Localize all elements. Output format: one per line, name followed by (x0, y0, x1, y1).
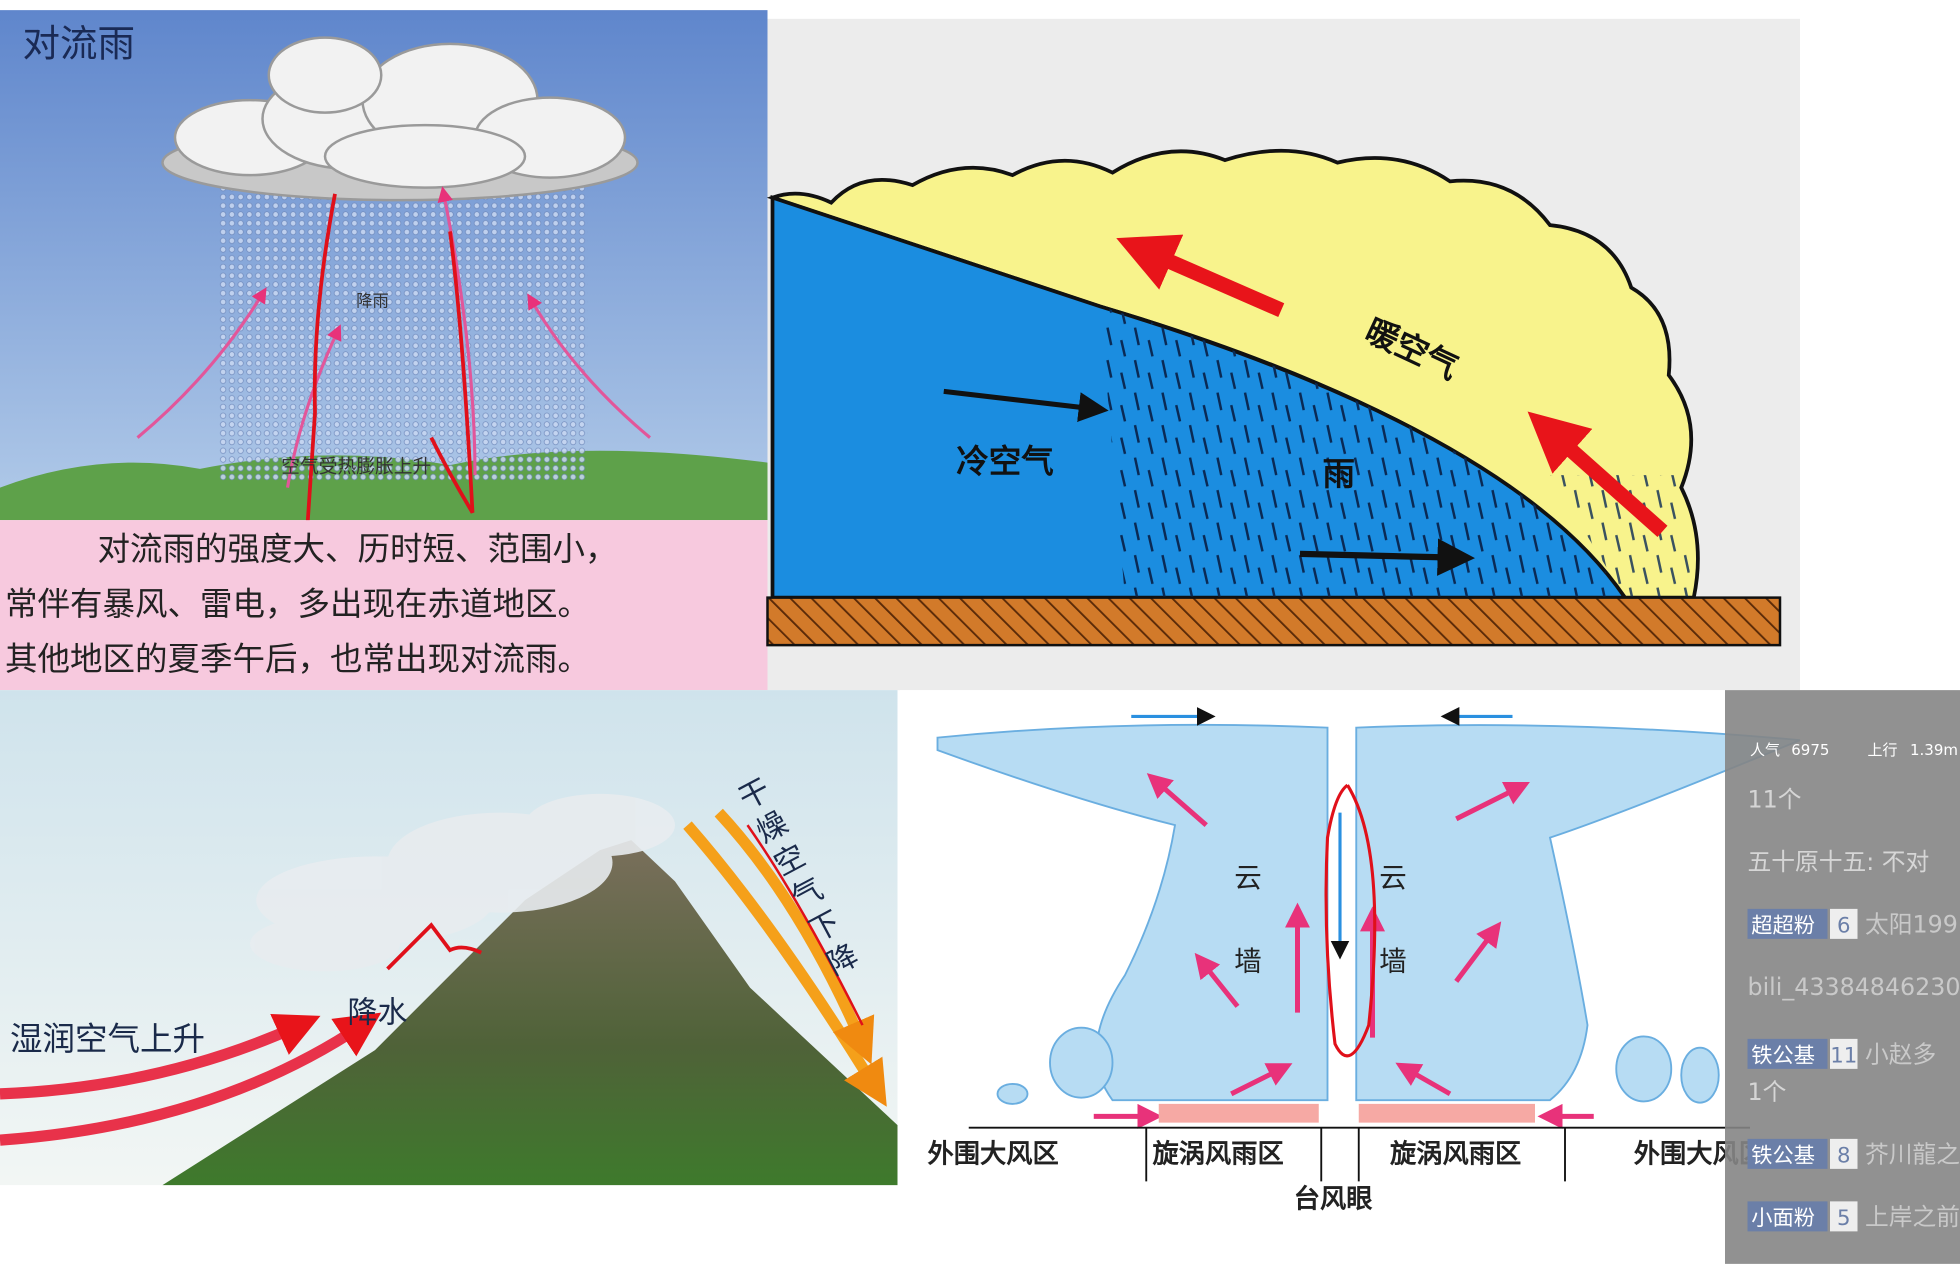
fan-badge-level-text: 11 (1830, 1044, 1857, 1069)
fan-badge-level (1830, 1038, 1858, 1069)
fan-badge-level (1830, 1201, 1858, 1232)
chat-user: bili_43384846230 (1748, 973, 1960, 1001)
panel-title: 对流雨 (23, 21, 136, 65)
fan-badge (1747, 1138, 1828, 1169)
fan-badge-level (1830, 1138, 1858, 1169)
eye-label: 台风眼 (1294, 1184, 1373, 1215)
upload-label: 上行 (1868, 741, 1898, 759)
frontal-panel: 冷空气 雨 暖空气 (766, 18, 1800, 691)
description-line: 对流雨的强度大、历时短、范围小， (98, 530, 618, 568)
chat-message: 1个 (1748, 1078, 1787, 1106)
cloud-wall-label: 云墙 (1374, 863, 1407, 1031)
popularity-label: 人气 (1750, 741, 1780, 759)
description-line: 常伴有暴风、雷电，多出现在赤道地区。 (5, 585, 590, 623)
chat-user: 小赵多 (1865, 1041, 1936, 1069)
chat-message: 五十原十五: 不对 (1748, 848, 1930, 876)
fan-badge-level-text: 5 (1837, 1206, 1851, 1231)
moist-air-label: 湿润空气上升 (10, 1020, 205, 1058)
air-label: 空气受热膨胀上升 (281, 456, 431, 478)
chat-user: 上岸之前 (1865, 1203, 1960, 1231)
fan-badge-name: 铁公基 (1751, 1044, 1815, 1069)
cold-air-label: 冷空气 (956, 442, 1054, 481)
fan-badge (1747, 908, 1828, 939)
chat-message: 11个 (1748, 786, 1802, 814)
fan-badge-level-text: 8 (1837, 1144, 1851, 1169)
cloud-wall-label: 云墙 (1229, 863, 1262, 1031)
convection-panel: 对流雨 降雨 空气受热膨胀上升 对流雨的强度大、历时短、范围小， 常伴有暴风、雷… (0, 10, 768, 691)
chat-user: 太阳199 (1865, 911, 1958, 939)
popularity-value: 6975 (1791, 741, 1829, 759)
fan-badge-level (1830, 908, 1858, 939)
fan-badge (1747, 1201, 1828, 1232)
description-line: 其他地区的夏季午后，也常出现对流雨。 (5, 640, 590, 678)
zone-label: 外围大风区 (928, 1139, 1059, 1170)
fan-badge-name: 小面粉 (1751, 1206, 1815, 1231)
rain-label: 降雨 (356, 291, 389, 310)
chat-user: 芥川龍之 (1865, 1141, 1960, 1169)
fan-badge-level-text: 6 (1837, 914, 1851, 939)
precipitation-label: 降水 (348, 996, 408, 1031)
zone-label: 旋涡风雨区 (1153, 1139, 1284, 1170)
fan-badge-name: 超超粉 (1751, 914, 1815, 939)
typhoon-panel: 云墙 云墙 外围大风区 旋涡风雨区 旋涡风雨区 外围大风区 台风眼 (900, 690, 1801, 1251)
fan-badge (1747, 1038, 1828, 1069)
zone-label: 旋涡风雨区 (1390, 1139, 1521, 1170)
fan-badge-name: 铁公基 (1751, 1144, 1815, 1169)
upload-value: 1.39m (1910, 741, 1958, 759)
rain-label: 雨 (1323, 454, 1356, 493)
orographic-panel: 湿润空气上升 降水 干燥空气下降 (0, 690, 898, 1186)
